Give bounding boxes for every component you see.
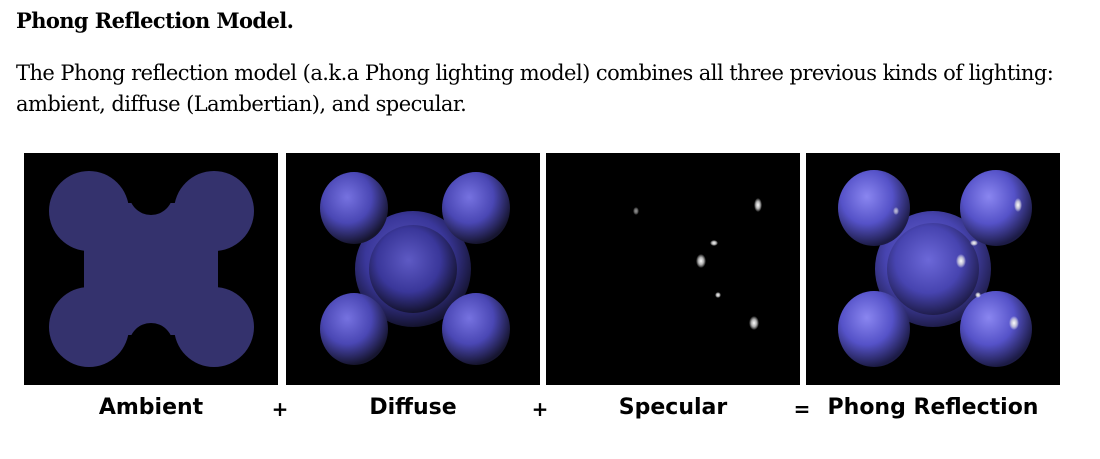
- plus-operator: +: [271, 397, 289, 421]
- caption-ambient: Ambient: [98, 395, 204, 420]
- caption-diffuse: Diffuse: [369, 395, 457, 420]
- phong-shape: [838, 170, 1032, 367]
- equals-operator: =: [793, 397, 811, 421]
- ambient-panel: [24, 153, 278, 385]
- specular-highlights: [633, 198, 762, 330]
- plus-operator: +: [531, 397, 549, 421]
- phong-figure: Ambient + Diffuse + Specular = Phong Ref…: [22, 153, 1062, 428]
- caption-specular: Specular: [618, 395, 728, 420]
- diffuse-panel: [286, 153, 540, 385]
- ambient-shape: [42, 171, 260, 367]
- body-paragraph: The Phong reflection model (a.k.a Phong …: [16, 61, 1054, 116]
- diffuse-shape: [320, 172, 510, 365]
- caption-phong-reflection: Phong Reflection: [827, 395, 1039, 420]
- phong-panel: [806, 153, 1060, 385]
- section-heading: Phong Reflection Model.: [16, 8, 294, 33]
- specular-panel: [546, 153, 800, 385]
